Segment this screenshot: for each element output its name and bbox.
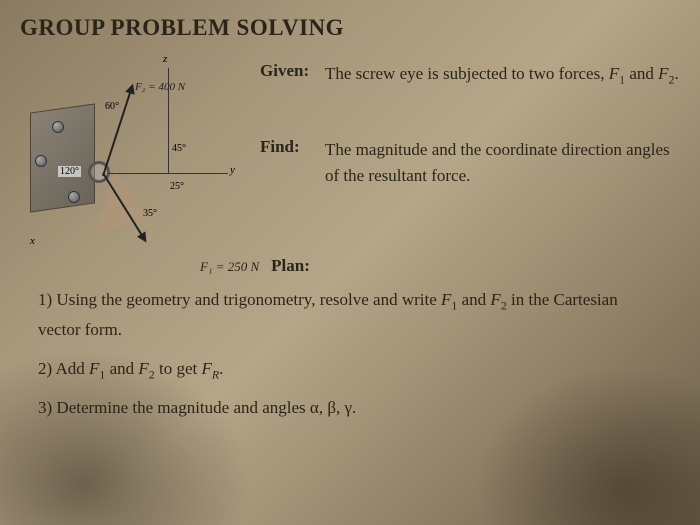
given-section: Given: The screw eye is subjected to two…	[260, 61, 680, 89]
given-desc: The screw eye is subjected to two forces…	[325, 61, 679, 89]
plan-label: Plan:	[271, 256, 326, 276]
angle-35-label: 35°	[143, 208, 157, 219]
given-label: Given:	[260, 61, 315, 89]
plan-label-row: F₁ = 250 N Plan:	[200, 256, 680, 276]
page-title: GROUP PROBLEM SOLVING	[20, 15, 680, 41]
problem-page: GROUP PROBLEM SOLVING z y x F₂ = 400 N 6…	[0, 0, 700, 525]
plan-steps: 1) Using the geometry and trigonometry, …	[20, 286, 680, 423]
f1-value-label: F₁ = 250 N	[200, 259, 259, 275]
angle-60-label: 60°	[105, 101, 119, 112]
angle-120-label: 120°	[58, 166, 81, 177]
y-axis	[108, 173, 228, 174]
find-section: Find: The magnitude and the coordinate d…	[260, 137, 680, 188]
f2-value-label: F₂ = 400 N	[135, 81, 185, 93]
step-3: 3) Determine the magnitude and angles α,…	[38, 394, 655, 423]
force-diagram: z y x F₂ = 400 N 60° 45° 120° 25° 35°	[20, 53, 245, 248]
z-label: z	[163, 53, 167, 65]
step-1: 1) Using the geometry and trigonometry, …	[38, 286, 655, 345]
problem-text: Given: The screw eye is subjected to two…	[260, 53, 680, 203]
bolt-icon	[35, 155, 47, 167]
angle-25-label: 25°	[170, 181, 184, 192]
x-label: x	[30, 235, 35, 247]
bolt-icon	[68, 191, 80, 203]
content-row: z y x F₂ = 400 N 60° 45° 120° 25° 35° Gi…	[20, 53, 680, 248]
angle-45-label: 45°	[172, 143, 186, 154]
step-2: 2) Add F1 and F2 to get FR.	[38, 355, 655, 385]
bolt-icon	[52, 121, 64, 133]
find-desc: The magnitude and the coordinate directi…	[325, 137, 680, 188]
y-label: y	[230, 164, 235, 176]
force-f2-arrow	[102, 85, 133, 176]
find-label: Find:	[260, 137, 315, 188]
plan-section: F₁ = 250 N Plan:	[200, 256, 680, 276]
